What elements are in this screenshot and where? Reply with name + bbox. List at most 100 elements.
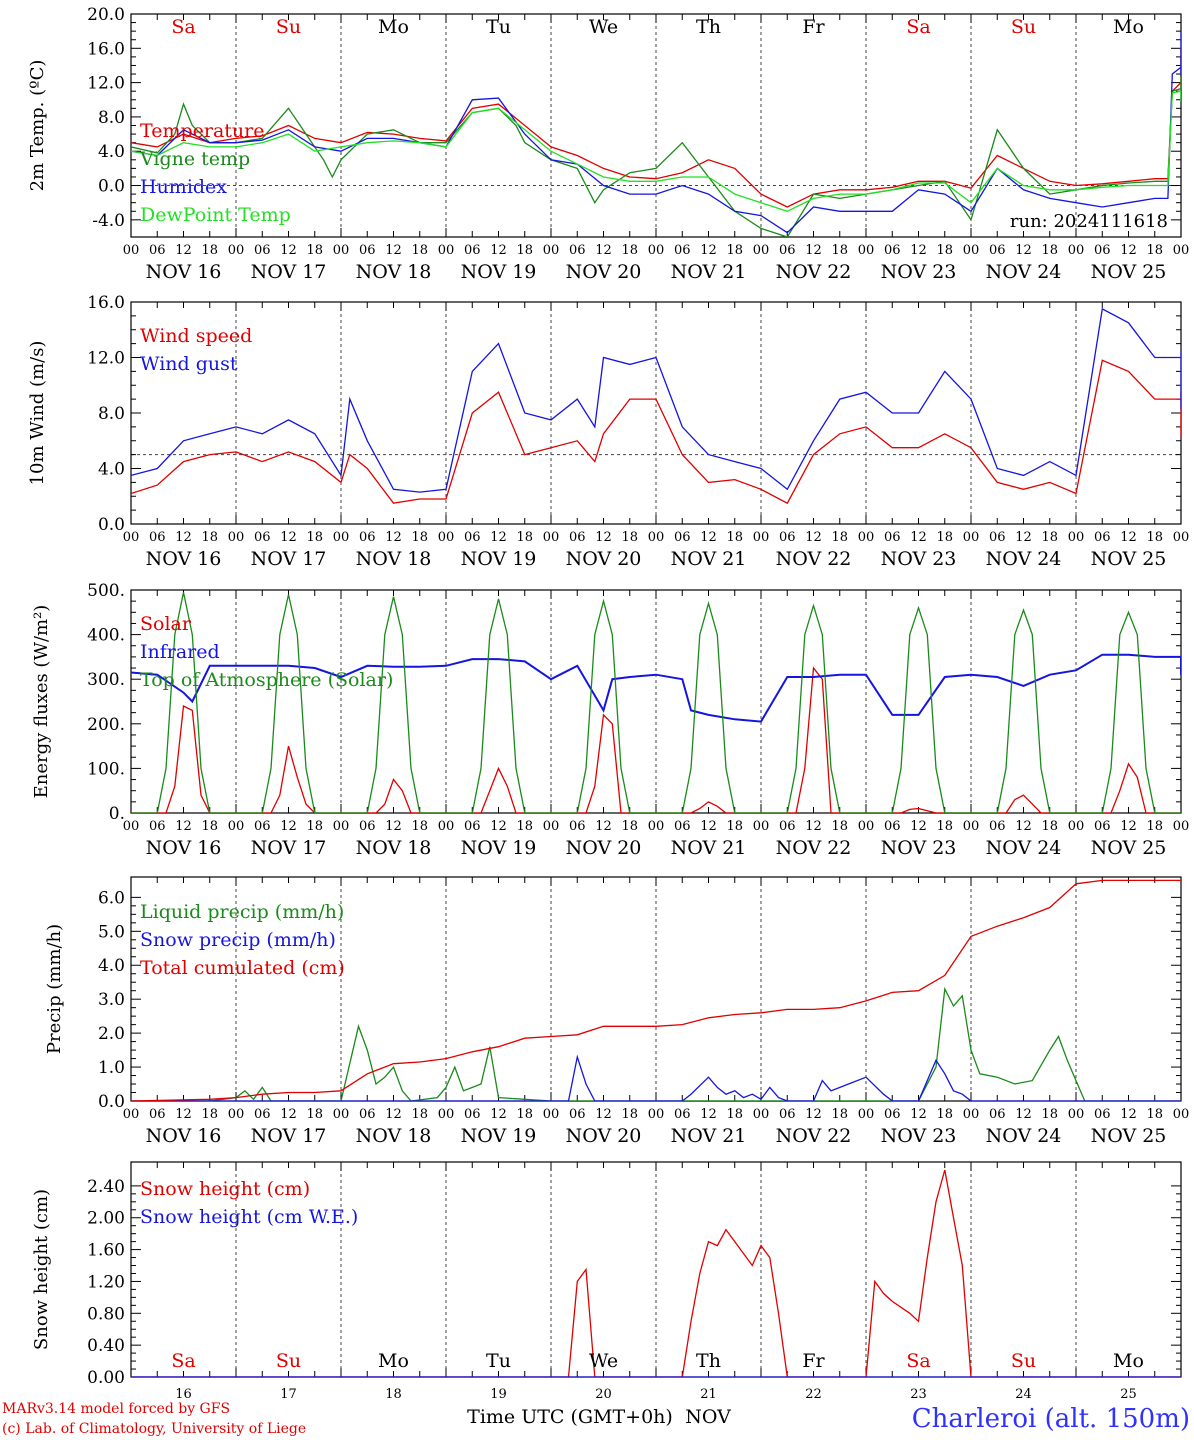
hour-label: 06	[884, 819, 901, 834]
y-tick-label: 200.	[87, 715, 125, 735]
panel-4: 0.0 1.0 2.0 3.0 4.0 5.0 6.0 Precip (mm/h) Liquid…	[44, 876, 1189, 1147]
y-axis-label: Snow height (cm)	[31, 1189, 52, 1350]
weekday-label: Su	[276, 16, 301, 38]
legend-entry: Total cumulated (cm)	[140, 957, 345, 979]
hour-label: 12	[1015, 530, 1032, 545]
y-tick-label: 16.0	[87, 293, 125, 313]
legend-entry: Wind gust	[140, 353, 238, 375]
y-tick-label: 12.0	[87, 349, 125, 369]
y-tick-label: 0.00	[87, 1368, 125, 1388]
hour-label: 06	[359, 530, 376, 545]
hour-label: 06	[149, 530, 166, 545]
day-number: 22	[805, 1387, 822, 1402]
hour-label: 00	[1173, 530, 1190, 545]
date-label: NOV 16	[146, 261, 222, 283]
hour-label: 18	[1146, 530, 1163, 545]
hour-label: 00	[123, 530, 140, 545]
legend-entry: Vigne temp	[139, 148, 250, 170]
hour-label: 06	[569, 243, 586, 258]
series-line-solar	[131, 666, 1181, 813]
y-tick-label: 2.00	[87, 1209, 125, 1229]
hour-label: 06	[779, 243, 796, 258]
series-group	[131, 307, 1181, 505]
y-tick-label: 1.0	[98, 1058, 125, 1078]
hour-label: 06	[779, 1107, 796, 1122]
hour-label: 18	[411, 530, 428, 545]
hour-label: 12	[1120, 1107, 1137, 1122]
weekday-label: Fr	[802, 16, 825, 38]
hour-label: 06	[359, 819, 376, 834]
weekday-label: Su	[276, 1350, 301, 1372]
hour-label: 06	[989, 1107, 1006, 1122]
hour-label: 00	[228, 243, 245, 258]
hour-label: 00	[438, 530, 455, 545]
y-tick-label: 0.40	[87, 1336, 125, 1356]
hour-label: 00	[543, 530, 560, 545]
hour-label: 18	[306, 530, 323, 545]
date-label: NOV 21	[671, 261, 747, 283]
hour-label: 12	[1015, 243, 1032, 258]
hour-label: 18	[726, 530, 743, 545]
weekday-label: Su	[1011, 16, 1036, 38]
y-tick-label: 1.60	[87, 1241, 125, 1261]
date-label: NOV 21	[671, 1125, 747, 1147]
series-line-snow-precip-mm-h	[131, 1054, 1181, 1101]
weekday-label: Th	[696, 1350, 721, 1372]
hour-label: 12	[805, 530, 822, 545]
day-number: 19	[490, 1387, 507, 1402]
hour-label: 00	[228, 819, 245, 834]
weekday-label: Sa	[906, 1350, 930, 1372]
hour-label: 12	[280, 243, 297, 258]
date-label: NOV 17	[251, 837, 327, 859]
date-label: NOV 19	[461, 261, 537, 283]
date-label: NOV 20	[566, 837, 642, 859]
day-number: 25	[1120, 1387, 1137, 1402]
date-label: NOV 24	[986, 261, 1062, 283]
hour-label: 18	[1041, 530, 1058, 545]
hour-label: 00	[543, 819, 560, 834]
run-annotation: run: 2024111618	[1010, 211, 1168, 232]
y-tick-label: 500.	[87, 581, 125, 601]
date-label: NOV 25	[1091, 837, 1167, 859]
hour-label: 12	[1120, 243, 1137, 258]
x-axis-month: NOV	[685, 1406, 731, 1428]
hour-label: 06	[884, 243, 901, 258]
hour-label: 12	[700, 530, 717, 545]
hour-label: 18	[201, 243, 218, 258]
hour-label: 12	[595, 530, 612, 545]
hour-label: 06	[884, 1107, 901, 1122]
hour-label: 18	[726, 243, 743, 258]
legend-entry: Snow height (cm W.E.)	[140, 1206, 358, 1228]
hour-label: 12	[385, 1107, 402, 1122]
hour-label: 18	[621, 1107, 638, 1122]
date-label: NOV 20	[566, 1125, 642, 1147]
hour-label: 12	[280, 1107, 297, 1122]
y-tick-label: 100.	[87, 759, 125, 779]
hour-label: 06	[254, 530, 271, 545]
hour-label: 06	[989, 819, 1006, 834]
hour-label: 18	[516, 1107, 533, 1122]
hour-label: 12	[175, 819, 192, 834]
date-label: NOV 19	[461, 837, 537, 859]
hour-label: 00	[1173, 243, 1190, 258]
weekday-label: Sa	[171, 1350, 195, 1372]
legend-entry: Top of Atmosphere (Solar)	[140, 669, 393, 691]
hour-label: 00	[963, 243, 980, 258]
hour-label: 18	[1146, 819, 1163, 834]
model-credit: MARv3.14 model forced by GFS	[2, 1401, 230, 1417]
hour-label: 12	[910, 530, 927, 545]
weekday-label: We	[589, 16, 618, 38]
day-number: 21	[700, 1387, 717, 1402]
hour-label: 00	[648, 243, 665, 258]
hour-label: 06	[569, 1107, 586, 1122]
series-group	[131, 592, 1181, 813]
hour-label: 00	[543, 1107, 560, 1122]
y-tick-label: 5.0	[98, 922, 125, 942]
hour-label: 06	[569, 530, 586, 545]
date-label: NOV 16	[146, 1125, 222, 1147]
hour-label: 00	[648, 1107, 665, 1122]
hour-label: 00	[1068, 1107, 1085, 1122]
hour-label: 18	[306, 1107, 323, 1122]
y-tick-label: 0.	[109, 804, 125, 824]
hour-label: 06	[254, 819, 271, 834]
